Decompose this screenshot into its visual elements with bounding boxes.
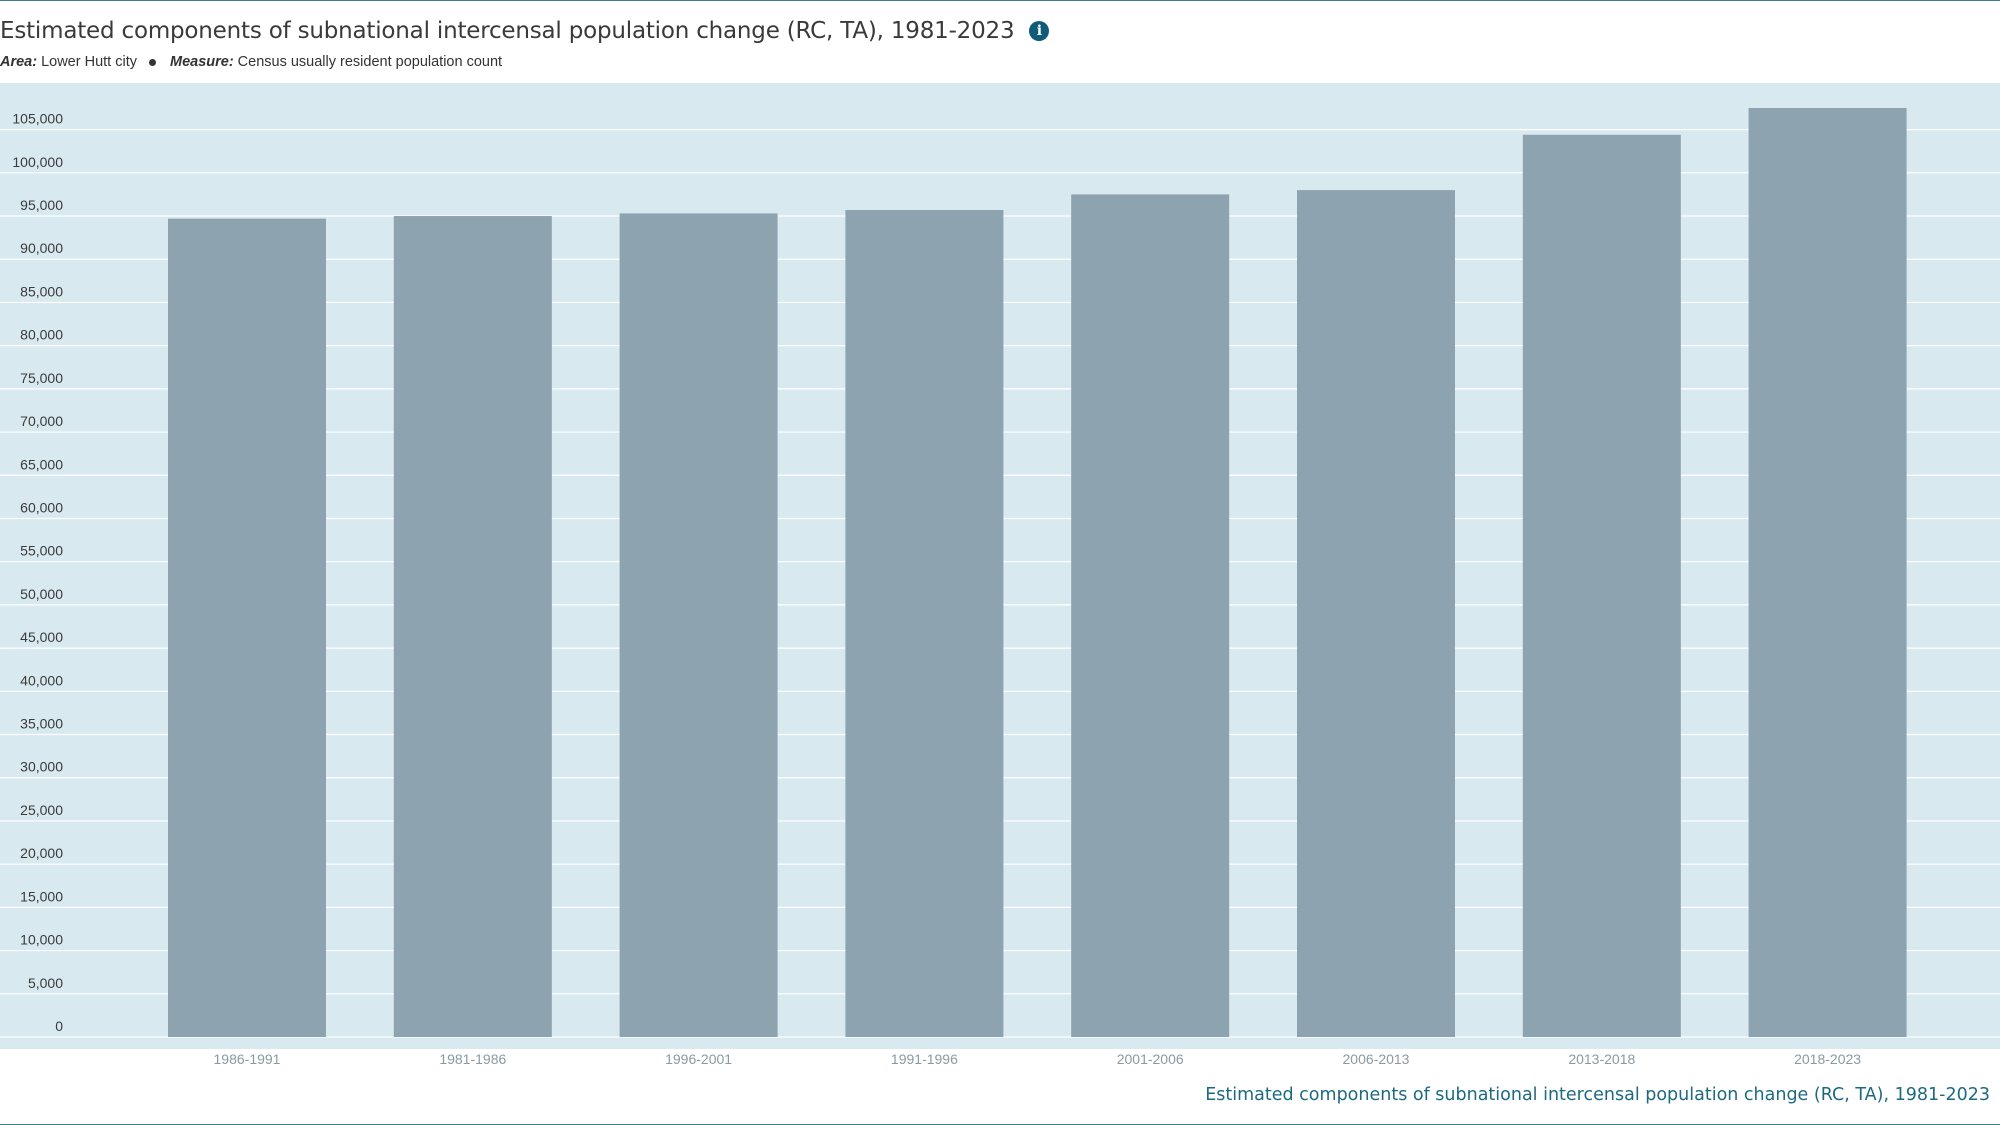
x-tick-label: 2013-2018	[1568, 1051, 1635, 1067]
footer-caption: Estimated components of subnational inte…	[1205, 1085, 1990, 1105]
y-tick-label: 95,000	[20, 197, 63, 213]
y-tick-label: 35,000	[20, 716, 63, 732]
y-tick-label: 10,000	[20, 932, 63, 948]
x-tick-label: 2018-2023	[1794, 1051, 1861, 1067]
y-tick-label: 20,000	[20, 845, 63, 861]
chart-header: Estimated components of subnational inte…	[0, 14, 1980, 70]
filter-summary: Area: Lower Hutt city Measure: Census us…	[0, 54, 1980, 70]
y-tick-label: 5,000	[28, 975, 63, 991]
x-tick-label: 2001-2006	[1117, 1051, 1184, 1067]
measure-filter-value: Census usually resident population count	[237, 54, 503, 70]
y-tick-label: 90,000	[20, 240, 63, 256]
page-title: Estimated components of subnational inte…	[0, 18, 1015, 44]
y-tick-label: 100,000	[12, 154, 63, 170]
bar-1991-1996[interactable]	[845, 209, 1004, 1038]
y-tick-label: 105,000	[12, 111, 63, 127]
y-tick-label: 45,000	[20, 629, 63, 645]
x-tick-label: 1991-1996	[891, 1051, 958, 1067]
y-tick-label: 75,000	[20, 370, 63, 386]
y-tick-label: 40,000	[20, 672, 63, 688]
bar-1981-1986[interactable]	[393, 216, 552, 1037]
y-tick-label: 70,000	[20, 413, 63, 429]
x-tick-label: 1981-1986	[439, 1051, 506, 1067]
y-tick-label: 85,000	[20, 283, 63, 299]
separator-dot-icon	[148, 58, 156, 66]
y-tick-label: 80,000	[20, 327, 63, 343]
bar-1996-2001[interactable]	[619, 213, 778, 1038]
measure-filter-key: Measure:	[169, 54, 234, 70]
bar-2001-2006[interactable]	[1071, 194, 1230, 1038]
y-tick-label: 0	[55, 1018, 63, 1034]
x-tick-label: 2006-2013	[1343, 1051, 1410, 1067]
title-row: Estimated components of subnational inte…	[0, 14, 1980, 48]
x-tick-label: 1996-2001	[665, 1051, 732, 1067]
y-tick-label: 30,000	[20, 759, 63, 775]
area-filter-key: Area:	[0, 54, 38, 70]
bar-2013-2018[interactable]	[1522, 134, 1681, 1037]
y-tick-label: 55,000	[20, 543, 63, 559]
bar-2006-2013[interactable]	[1297, 190, 1455, 1038]
y-tick-label: 25,000	[20, 802, 63, 818]
bar-2018-2023[interactable]	[1748, 108, 1907, 1037]
y-tick-label: 65,000	[20, 456, 63, 472]
y-tick-label: 50,000	[20, 586, 63, 602]
y-tick-label: 60,000	[20, 499, 63, 515]
info-icon[interactable]: i	[1029, 21, 1050, 41]
x-tick-label: 1986-1991	[214, 1051, 281, 1067]
bar-1986-1991[interactable]	[168, 218, 326, 1037]
area-filter-value: Lower Hutt city	[41, 54, 137, 70]
y-tick-label: 15,000	[20, 888, 63, 904]
